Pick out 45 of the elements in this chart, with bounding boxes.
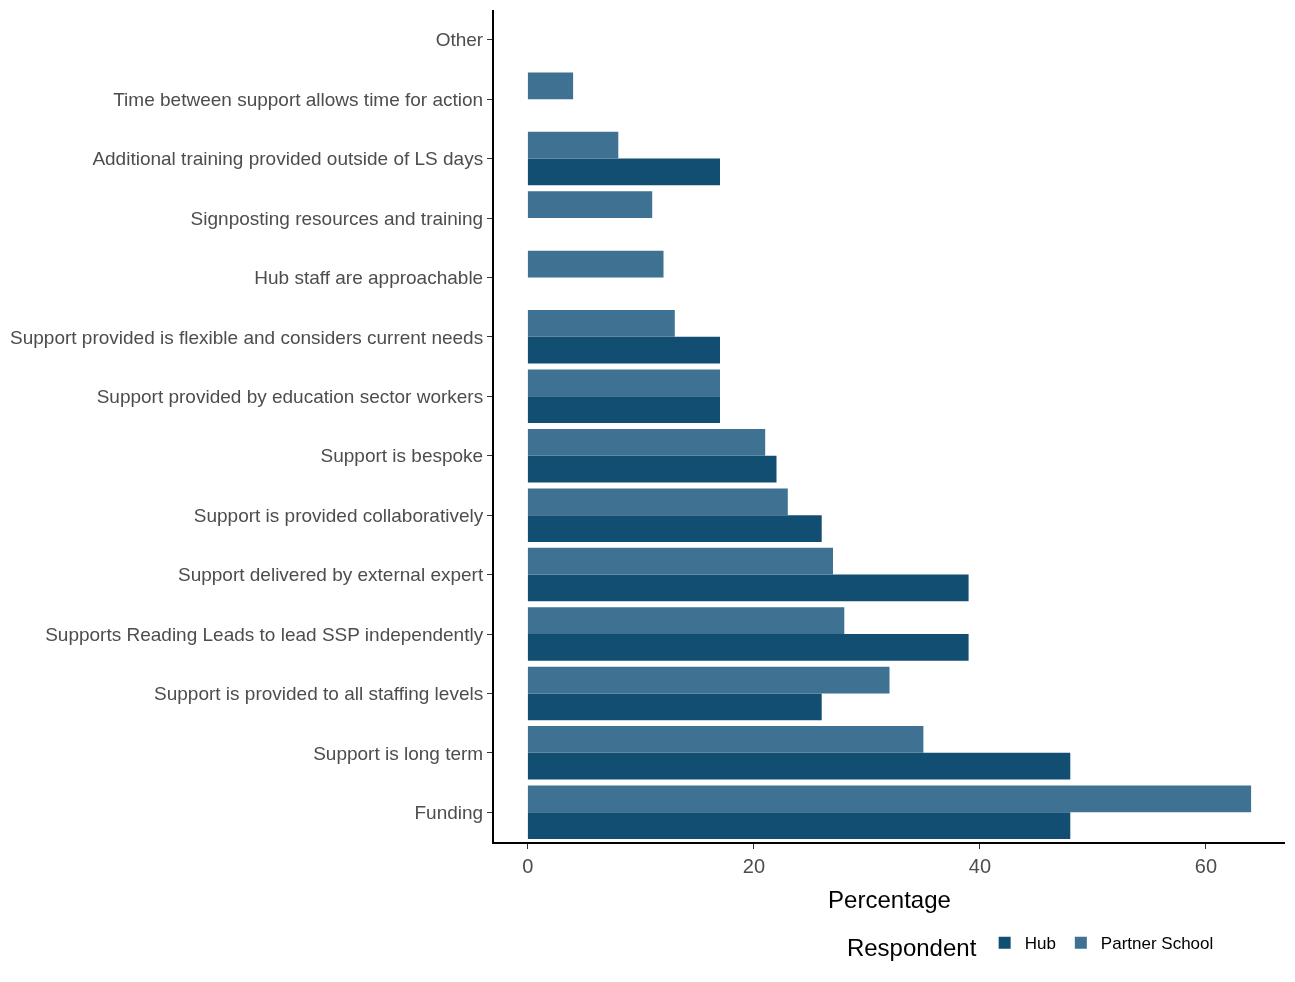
- bar: [527, 428, 766, 456]
- legend-label: Hub: [1024, 934, 1056, 954]
- legend-label: Partner School: [1100, 934, 1214, 954]
- bar: [527, 250, 664, 278]
- bar: [527, 785, 1252, 813]
- bar: [527, 191, 653, 218]
- x-axis-title: Percentage: [828, 885, 951, 913]
- bar: [527, 574, 969, 602]
- y-tick-label: Support provided by education sector workers: [96, 385, 484, 407]
- y-tick-label: Support is provided to all staffing levels: [154, 683, 484, 705]
- y-tick-label: Support is bespoke: [320, 445, 484, 467]
- bar: [527, 693, 822, 721]
- bar: [527, 131, 619, 159]
- bar: [527, 158, 720, 186]
- bar: [527, 547, 833, 575]
- bar: [527, 455, 777, 483]
- x-tick-label: 60: [1194, 855, 1218, 877]
- bar: [527, 488, 788, 516]
- bar: [527, 515, 822, 542]
- bar: [527, 310, 675, 337]
- y-tick-label: Additional training provided outside of LS days: [92, 148, 484, 170]
- bar: [527, 634, 969, 661]
- y-tick-label: Support delivered by external expert: [177, 564, 484, 586]
- bar: [527, 336, 720, 364]
- y-tick-label: Time between support allows time for action: [113, 88, 484, 110]
- y-tick-label: Support provided is flexible and considers current needs: [10, 326, 484, 348]
- y-tick-label: Supports Reading Leads to lead SSP independently: [45, 623, 484, 645]
- x-tick-label: 40: [968, 855, 992, 877]
- bar: [527, 752, 1071, 780]
- bar: [527, 396, 720, 424]
- x-tick-label: 0: [522, 855, 534, 877]
- bar: [527, 607, 845, 634]
- y-tick-label: Support is provided collaboratively: [193, 504, 484, 526]
- y-tick-label: Other: [435, 29, 484, 51]
- bar: [527, 666, 890, 694]
- y-tick-label: Funding: [414, 801, 484, 823]
- y-tick-label: Signposting resources and training: [190, 207, 484, 229]
- bar: [527, 72, 574, 100]
- y-tick-label: Hub staff are approachable: [254, 267, 484, 289]
- bar: [527, 726, 924, 753]
- y-tick-label: Support is long term: [313, 742, 484, 764]
- x-tick-label: 20: [742, 855, 766, 877]
- legend-title: Respondent: [846, 934, 977, 962]
- bar: [527, 369, 720, 397]
- bar: [527, 812, 1071, 840]
